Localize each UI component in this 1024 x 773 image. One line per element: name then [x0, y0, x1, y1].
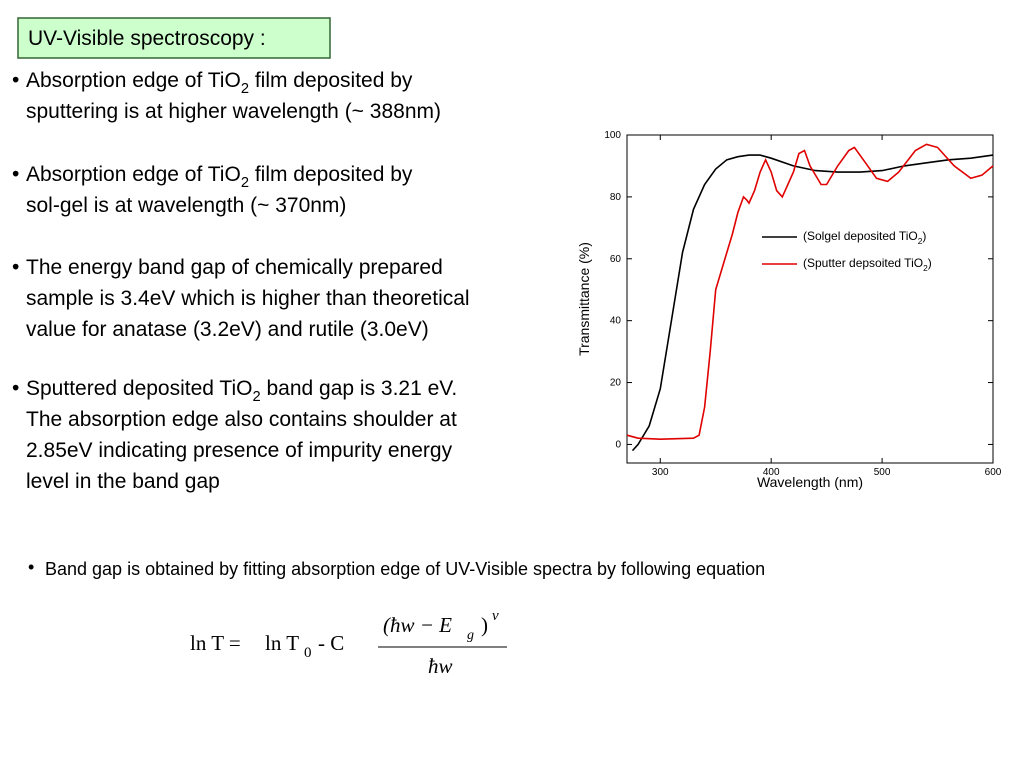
note: Band gap is obtained by fitting absorpti… — [45, 559, 765, 579]
y-tick-label: 100 — [604, 130, 621, 141]
eq-lhs: ln T = — [190, 631, 241, 655]
series-line — [626, 143, 994, 441]
bullet-line: value for anatase (3.2eV) and rutile (3.… — [26, 318, 429, 341]
eq-rhs-sub: 0 — [304, 645, 312, 661]
bullet-line: level in the band gap — [26, 470, 220, 493]
eq-numerator-sub: g — [467, 628, 474, 643]
y-tick-label: 20 — [610, 377, 622, 388]
eq-rhs: ln T — [265, 631, 299, 655]
bullet-line: The energy band gap of chemically prepar… — [26, 256, 443, 279]
bullet-line: Sputtered deposited TiO2 band gap is 3.2… — [26, 377, 457, 405]
bullet-line: Absorption edge of TiO2 film deposited b… — [26, 163, 413, 191]
bullet-line: Absorption edge of TiO2 film deposited b… — [26, 69, 413, 97]
bullet-line: The absorption edge also contains should… — [26, 408, 457, 431]
bullet-line: 2.85eV indicating presence of impurity e… — [26, 439, 453, 462]
x-axis-label: Wavelength (nm) — [757, 474, 863, 490]
equation: ln T = ln T 0 - C (ħw − E g ) ν ħw — [190, 608, 507, 678]
y-tick-label: 60 — [610, 253, 622, 264]
y-tick-label: 40 — [610, 315, 622, 326]
y-axis-label: Transmittance (%) — [576, 242, 592, 356]
x-tick-label: 400 — [763, 467, 780, 478]
eq-denominator: ħw — [428, 654, 453, 678]
bullet-dot: • — [12, 256, 19, 279]
x-tick-label: 500 — [874, 467, 891, 478]
eq-numerator: (ħw − E — [383, 613, 452, 637]
bullets: • Absorption edge of TiO2 film deposited … — [12, 69, 470, 493]
series-line — [631, 154, 994, 452]
eq-exponent: ν — [492, 608, 499, 624]
bullet-dot: • — [12, 69, 19, 92]
bullet-dot: • — [28, 557, 34, 577]
y-tick-label: 80 — [610, 192, 622, 203]
legend-label: (Sputter depsoited TiO2) — [803, 256, 932, 273]
x-tick-label: 300 — [652, 467, 669, 478]
bullet-line: sputtering is at higher wavelength (~ 38… — [26, 100, 441, 123]
bullet-line: sol-gel is at wavelength (~ 370nm) — [26, 194, 346, 217]
eq-numerator-close: ) — [481, 613, 488, 637]
bullet-dot: • — [12, 163, 19, 186]
slide-title: UV-Visible spectroscopy : — [28, 27, 266, 50]
title-box — [17, 17, 331, 59]
bullet-line: sample is 3.4eV which is higher than the… — [26, 287, 470, 310]
bullet-dot: • — [12, 377, 19, 400]
legend-label: (Solgel deposited TiO2) — [803, 229, 926, 246]
eq-rhs-tail: - C — [318, 631, 344, 655]
x-tick-label: 600 — [985, 467, 1002, 478]
plot-frame — [626, 134, 994, 464]
y-tick-label: 0 — [615, 439, 621, 450]
